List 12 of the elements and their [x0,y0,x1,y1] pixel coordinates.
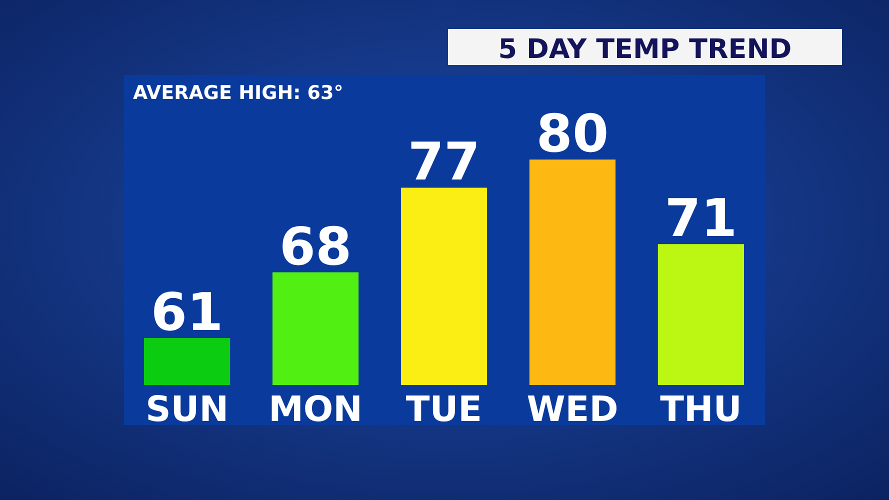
annotation: AVERAGE HIGH: 63° [133,82,344,104]
data-label: 71 [664,189,738,250]
x-tick-label: MON [268,390,362,430]
x-tick-label: SUN [146,390,228,430]
x-tick-label: TUE [406,390,482,430]
data-label: 61 [150,283,224,344]
data-label: 80 [536,104,609,165]
x-tick-label: THU [660,390,742,430]
x-tick-label: WED [526,390,618,430]
data-label: 68 [279,217,352,278]
data-label: 77 [408,132,480,193]
chart-title: 5 DAY TEMP TREND [498,34,792,65]
